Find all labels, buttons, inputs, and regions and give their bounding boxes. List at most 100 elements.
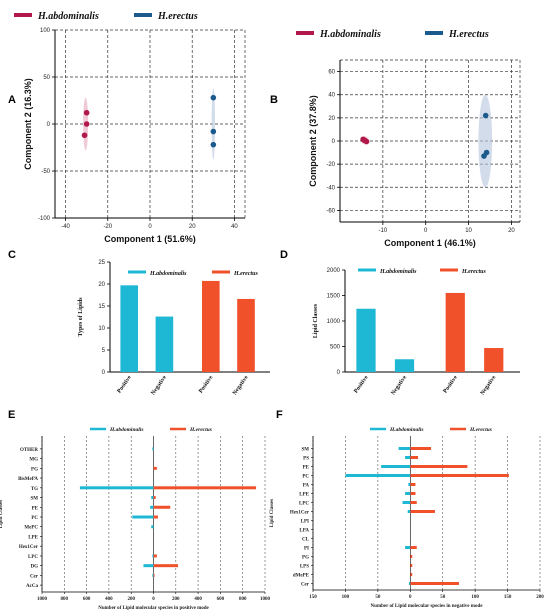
bar	[408, 582, 411, 585]
x-axis-label: Number of Lipid molecular species in neg…	[371, 604, 484, 609]
y-tick-label: SM	[302, 448, 310, 453]
x-tick-label: Positive	[353, 374, 370, 394]
bar	[79, 486, 154, 490]
x-tick-label: 400	[194, 597, 202, 602]
y-tick-label: 0	[337, 370, 341, 376]
y-tick-label: PG	[31, 467, 38, 472]
x-tick-label: Negative	[480, 374, 498, 396]
data-point	[83, 121, 90, 127]
x-tick-label: Positive	[443, 374, 460, 394]
x-tick-label: -20	[103, 224, 112, 230]
bar	[202, 280, 220, 372]
y-tick-label: 10	[98, 326, 105, 332]
bar	[398, 447, 411, 450]
bar	[143, 564, 154, 568]
y-axis-label: Component 2 (37.8%)	[308, 95, 318, 187]
y-tick-label: LPE	[28, 535, 38, 540]
y-tick-label: PS	[303, 457, 309, 462]
y-tick-label: 20	[98, 282, 105, 288]
y-tick-label: 100	[40, 28, 51, 34]
y-tick-label: -40	[326, 185, 335, 191]
y-axis-label: Lipid Classes	[313, 303, 319, 338]
bar	[410, 447, 432, 450]
y-tick-label: 1500	[327, 294, 341, 300]
x-tick-label: 50	[375, 595, 381, 600]
legend-label: H.erectus	[461, 269, 486, 275]
bar	[153, 564, 179, 568]
y-tick-label: SM	[31, 497, 39, 502]
x-tick-label: 20	[189, 224, 196, 230]
y-tick-label: Hex1Cer	[19, 545, 39, 550]
x-tick-label: 1000	[260, 597, 271, 602]
bar	[410, 501, 417, 504]
y-tick-label: Cer	[30, 574, 39, 579]
data-point	[83, 109, 90, 116]
bar	[153, 554, 157, 558]
y-tick-label: LPI	[301, 520, 309, 525]
y-tick-label: 50	[43, 75, 50, 81]
y-tick-label: LPC	[28, 555, 38, 560]
legend-label: H.erectus	[189, 427, 212, 433]
y-axis-label: Component 2 (16.3%)	[23, 78, 33, 170]
bar	[153, 496, 156, 500]
bar	[120, 285, 138, 372]
x-tick-label: 400	[105, 597, 113, 602]
x-tick-label: 50	[440, 595, 446, 600]
y-axis-label: Lipid Classes	[270, 499, 275, 528]
y-tick-label: 1000	[327, 319, 341, 325]
x-tick-label: 100	[342, 595, 350, 600]
data-point	[482, 112, 489, 119]
y-tick-label: DG	[31, 565, 39, 570]
legend-label: H.abdominalis	[379, 269, 417, 275]
bar	[410, 474, 509, 477]
panel-letter-d: D	[280, 249, 288, 261]
bar	[410, 465, 468, 468]
bar	[405, 492, 411, 495]
y-tick-label: PA	[303, 484, 310, 489]
x-tick-label: 0	[424, 228, 428, 234]
bar	[410, 483, 416, 486]
x-tick-label: 0	[409, 595, 412, 600]
y-tick-label: MG	[29, 458, 38, 463]
x-tick-label: 150	[504, 595, 512, 600]
y-tick-label: 15	[98, 304, 105, 310]
data-point	[210, 128, 217, 135]
bar	[405, 456, 411, 459]
y-tick-label: 5	[102, 348, 106, 354]
x-tick-label: 40	[231, 224, 238, 230]
x-axis-label: Component 1 (51.6%)	[104, 234, 196, 244]
y-axis-label: Lipid Classes	[0, 500, 4, 529]
y-tick-label: MePC	[24, 526, 38, 531]
x-tick-label: 0	[148, 224, 152, 230]
bar	[153, 466, 157, 470]
bar	[132, 515, 154, 519]
x-tick-label: Positive	[198, 374, 215, 394]
x-tick-label: 200	[127, 597, 135, 602]
bar	[410, 492, 416, 495]
bar	[410, 582, 459, 585]
bar	[445, 292, 465, 372]
bar	[484, 348, 504, 372]
y-tick-label: 0	[47, 122, 51, 128]
x-tick-label: 1000	[37, 597, 48, 602]
x-tick-label: 800	[239, 597, 247, 602]
legend-label: H.abdominalis	[109, 427, 143, 433]
bar	[153, 515, 158, 519]
y-tick-label: TG	[31, 487, 38, 492]
x-tick-label: 150	[309, 595, 317, 600]
y-tick-label: -50	[41, 169, 50, 175]
bar	[410, 456, 419, 459]
y-tick-label: PC	[302, 475, 309, 480]
x-tick-label: 800	[61, 597, 69, 602]
data-point	[361, 137, 367, 143]
bar	[153, 486, 257, 490]
y-tick-label: 20	[328, 116, 335, 122]
bar	[410, 564, 413, 567]
bar	[153, 573, 155, 577]
y-tick-label: dMePE	[293, 574, 310, 579]
y-tick-label: -60	[326, 208, 335, 214]
x-tick-label: Negative	[390, 374, 408, 396]
x-tick-label: Positive	[116, 374, 133, 394]
bar	[152, 447, 154, 451]
